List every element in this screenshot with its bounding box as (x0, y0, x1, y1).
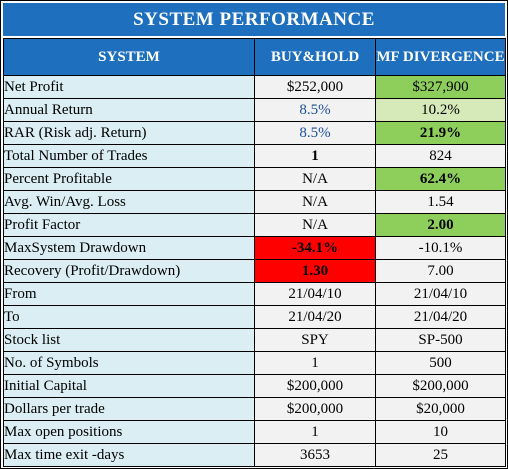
table-row: RAR (Risk adj. Return) 8.5% 21.9% (3, 121, 506, 145)
mf-value: -10.1% (375, 236, 506, 260)
mf-value: $200,000 (375, 374, 506, 398)
table-row: Max open positions 1 10 (3, 420, 506, 444)
table-row: Stock list SPY SP-500 (3, 328, 506, 352)
mf-value: $327,900 (375, 75, 506, 99)
row-label: RAR (Risk adj. Return) (3, 121, 255, 145)
performance-table: SYSTEM BUY&HOLD MF DIVERGENCE Net Profit… (3, 38, 506, 467)
buyhold-value: 21/04/20 (254, 305, 376, 329)
buyhold-value: SPY (254, 328, 376, 352)
row-label: Net Profit (3, 75, 255, 99)
mf-value: $20,000 (375, 397, 506, 421)
header-mf-divergence: MF DIVERGENCE (375, 38, 506, 76)
panel-title: SYSTEM PERFORMANCE (3, 3, 505, 36)
mf-value: 10 (375, 420, 506, 444)
buyhold-value: $200,000 (254, 397, 376, 421)
mf-value: 25 (375, 443, 506, 467)
table-header-row: SYSTEM BUY&HOLD MF DIVERGENCE (3, 38, 506, 76)
row-label: To (3, 305, 255, 329)
table-row: Max time exit -days 3653 25 (3, 443, 506, 467)
row-label: Annual Return (3, 98, 255, 122)
table-row: From 21/04/10 21/04/10 (3, 282, 506, 306)
table-row: Recovery (Profit/Drawdown) 1.30 7.00 (3, 259, 506, 283)
row-label: Initial Capital (3, 374, 255, 398)
buyhold-value: 1.30 (254, 259, 376, 283)
buyhold-value: -34.1% (254, 236, 376, 260)
mf-value: 21.9% (375, 121, 506, 145)
table-row: Net Profit $252,000 $327,900 (3, 75, 506, 99)
buyhold-value: N/A (254, 190, 376, 214)
row-label: Avg. Win/Avg. Loss (3, 190, 255, 214)
table-row: Percent Profitable N/A 62.4% (3, 167, 506, 191)
buyhold-value: N/A (254, 167, 376, 191)
row-label: Max time exit -days (3, 443, 255, 467)
table-row: To 21/04/20 21/04/20 (3, 305, 506, 329)
buyhold-value: 21/04/10 (254, 282, 376, 306)
buyhold-value: 1 (254, 420, 376, 444)
table-row: Avg. Win/Avg. Loss N/A 1.54 (3, 190, 506, 214)
buyhold-value: N/A (254, 213, 376, 237)
buyhold-value: 3653 (254, 443, 376, 467)
row-label: No. of Symbols (3, 351, 255, 375)
mf-value: 2.00 (375, 213, 506, 237)
mf-value: 824 (375, 144, 506, 168)
buyhold-value: 1 (254, 144, 376, 168)
table-row: No. of Symbols 1 500 (3, 351, 506, 375)
buyhold-value: 8.5% (254, 98, 376, 122)
mf-value: 1.54 (375, 190, 506, 214)
table-row: Annual Return 8.5% 10.2% (3, 98, 506, 122)
mf-value: 21/04/20 (375, 305, 506, 329)
row-label: Percent Profitable (3, 167, 255, 191)
header-system: SYSTEM (3, 38, 255, 76)
row-label: MaxSystem Drawdown (3, 236, 255, 260)
table-row: Initial Capital $200,000 $200,000 (3, 374, 506, 398)
table-row: Dollars per trade $200,000 $20,000 (3, 397, 506, 421)
buyhold-value: $252,000 (254, 75, 376, 99)
buyhold-value: $200,000 (254, 374, 376, 398)
row-label: Total Number of Trades (3, 144, 255, 168)
row-label: From (3, 282, 255, 306)
row-label: Max open positions (3, 420, 255, 444)
mf-value: SP-500 (375, 328, 506, 352)
mf-value: 7.00 (375, 259, 506, 283)
header-buyhold: BUY&HOLD (254, 38, 376, 76)
row-label: Recovery (Profit/Drawdown) (3, 259, 255, 283)
mf-value: 10.2% (375, 98, 506, 122)
row-label: Profit Factor (3, 213, 255, 237)
row-label: Dollars per trade (3, 397, 255, 421)
row-label: Stock list (3, 328, 255, 352)
mf-value: 62.4% (375, 167, 506, 191)
table-row: Total Number of Trades 1 824 (3, 144, 506, 168)
table-row: MaxSystem Drawdown -34.1% -10.1% (3, 236, 506, 260)
buyhold-value: 8.5% (254, 121, 376, 145)
buyhold-value: 1 (254, 351, 376, 375)
table-row: Profit Factor N/A 2.00 (3, 213, 506, 237)
mf-value: 500 (375, 351, 506, 375)
mf-value: 21/04/10 (375, 282, 506, 306)
